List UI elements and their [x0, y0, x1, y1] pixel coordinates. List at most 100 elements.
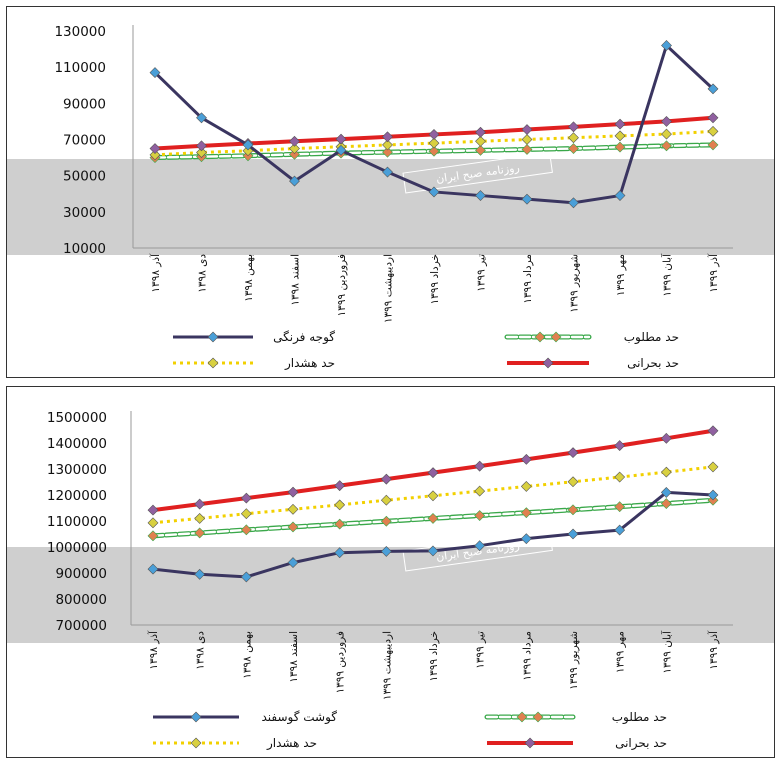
top-series-0-point-6: [428, 186, 440, 198]
top-x-tick-label-11: آبان ۱۳۹۹: [661, 253, 674, 297]
top-watermark-band: [7, 159, 774, 255]
top-legend-2-marker: [207, 357, 219, 369]
top-series-0-point-5: [382, 166, 393, 178]
bottom-series-2-point-8: [520, 480, 532, 492]
top-y-tick-label-1: 30000: [63, 205, 106, 221]
bottom-series-1-point-4: [334, 518, 346, 530]
bottom-series-3-point-3: [287, 486, 299, 498]
bottom-y-tick-label-0: 700000: [55, 618, 107, 634]
bottom-series-2-point-6: [427, 490, 439, 502]
top-x-tick-label-8: مرداد ۱۳۹۹: [522, 254, 534, 304]
bottom-series-0-point-5: [380, 545, 392, 557]
bottom-series-1-point-6: [427, 512, 439, 524]
top-series-3-point-10: [614, 118, 626, 130]
bottom-series-1-point-11: [660, 498, 672, 510]
bottom-x-tick-label-7: تیر ۱۳۹۹: [475, 631, 487, 669]
top-series-2-point-3: [289, 143, 300, 154]
bottom-legend-label-0: گوشت گوسفند: [261, 710, 337, 725]
top-x-tick-label-7: تیر ۱۳۹۹: [476, 254, 488, 292]
top-series-0-point-10: [614, 190, 626, 201]
bottom-series-2-point-9: [567, 476, 579, 488]
top-series-3-point-4: [335, 133, 347, 145]
bottom-series-2-point-7: [474, 485, 486, 497]
top-series-0-point-4: [335, 144, 347, 156]
bottom-legend-2-marker: [190, 737, 202, 749]
bottom-x-tick-label-3: اسفند ۱۳۹۸: [288, 631, 300, 683]
bottom-series-0-point-6: [427, 545, 439, 557]
top-series-3-point-8: [521, 124, 533, 135]
tomato-price-chart: روزنامه صبح ایران10000300005000070000900…: [7, 24, 774, 371]
bottom-series-1-point-0: [147, 530, 159, 542]
bottom-x-tick-label-5: اردیبهشت ۱۳۹۹: [381, 631, 393, 700]
top-legend-2: حد هشدار: [173, 356, 335, 371]
bottom-series-2-point-3: [287, 503, 299, 515]
bottom-series-3-point-5: [380, 473, 392, 485]
top-legend-1-marker-b: [550, 331, 562, 343]
top-series-2-point-9: [568, 132, 579, 144]
bottom-legend-1-marker-a: [516, 711, 528, 723]
top-watermark-box: [402, 151, 553, 194]
bottom-x-tick-label-12: آذر ۱۳۹۹: [707, 630, 720, 670]
bottom-legend-label-2: حد هشدار: [266, 736, 317, 751]
chart-panel-top: روزنامه صبح ایران 10000 30000 50000 70000 900…: [6, 6, 775, 378]
top-x-tick-label-6: خرداد ۱۳۹۹: [429, 254, 441, 304]
top-x-tick-label-1: دی ۱۳۹۸: [197, 254, 209, 293]
bottom-series-1-point-7: [474, 510, 486, 521]
top-series-2-point-7: [475, 135, 486, 147]
top-series-3-point-0: [149, 143, 161, 154]
top-series-0-point-2: [242, 139, 254, 151]
top-series-3-point-9: [568, 121, 579, 133]
top-series-0-point-9: [568, 197, 579, 209]
top-series-3-point-3: [289, 135, 300, 147]
top-series-2-point-6: [428, 137, 440, 149]
bottom-y-tick-label-6: 1300000: [47, 462, 107, 478]
bottom-x-tick-label-1: دی ۱۳۹۸: [195, 631, 207, 670]
bottom-legend-0: گوشت گوسفند: [153, 710, 337, 725]
bottom-series-3-point-0: [147, 504, 159, 516]
bottom-y-tick-label-5: 1200000: [47, 488, 107, 504]
bottom-series-3-point-2: [240, 492, 252, 504]
top-series-1-point-12: [707, 139, 719, 151]
top-series-0: [149, 40, 719, 209]
bottom-series-0-point-2: [240, 571, 252, 583]
top-legend-1: حد مطلوب: [504, 330, 679, 345]
top-series-0-point-7: [475, 190, 486, 201]
top-x-tick-label-9: شهریور ۱۳۹۹: [569, 254, 581, 313]
bottom-series-0-point-1: [194, 568, 206, 580]
bottom-series-3-point-11: [660, 432, 672, 444]
top-series-0-point-8: [521, 193, 533, 205]
bottom-series-3: [147, 425, 719, 516]
bottom-series-1-point-1: [194, 527, 206, 539]
top-series-2-point-0: [149, 149, 161, 161]
top-legend-1-marker-a: [534, 331, 546, 343]
top-series-1-point-10: [614, 141, 626, 153]
bottom-series-0-point-8: [520, 533, 532, 545]
bottom-y-tick-label-2: 900000: [55, 566, 107, 582]
bottom-x-tick-label-6: خرداد ۱۳۹۹: [428, 631, 440, 681]
bottom-series-2: [147, 461, 719, 529]
bottom-series-3-point-12: [707, 425, 719, 437]
top-series-2-point-11: [661, 128, 672, 140]
top-legend-3-marker: [542, 357, 554, 369]
bottom-legend-1-marker-b: [532, 711, 544, 723]
top-x-tick-label-12: آذر ۱۳۹۹: [707, 253, 720, 293]
bottom-x-tick-label-8: مرداد ۱۳۹۹: [521, 631, 533, 681]
top-series-2-point-8: [521, 134, 533, 145]
bottom-y-tick-label-7: 1400000: [47, 436, 107, 452]
bottom-series-2-point-0: [147, 517, 159, 529]
top-series-3-point-12: [707, 112, 719, 124]
bottom-series-2-point-4: [334, 499, 346, 511]
top-series-3-point-6: [428, 129, 440, 140]
bottom-series-3-point-1: [194, 498, 206, 510]
top-legend-3: حد بحرانی: [507, 356, 679, 371]
bottom-series-1-point-10: [614, 501, 626, 513]
top-series-3-point-1: [196, 140, 207, 152]
bottom-series-1-point-2: [240, 524, 252, 536]
bottom-legend-label-1: حد مطلوب: [612, 710, 667, 725]
bottom-series-0-point-3: [287, 557, 299, 569]
bottom-x-tick-label-0: آذر ۱۳۹۸: [147, 630, 160, 670]
bottom-series-1-point-8: [520, 507, 532, 519]
top-legend-label-3: حد بحرانی: [627, 356, 679, 371]
bottom-series-0: [147, 486, 719, 583]
top-series-2-point-5: [382, 139, 393, 151]
